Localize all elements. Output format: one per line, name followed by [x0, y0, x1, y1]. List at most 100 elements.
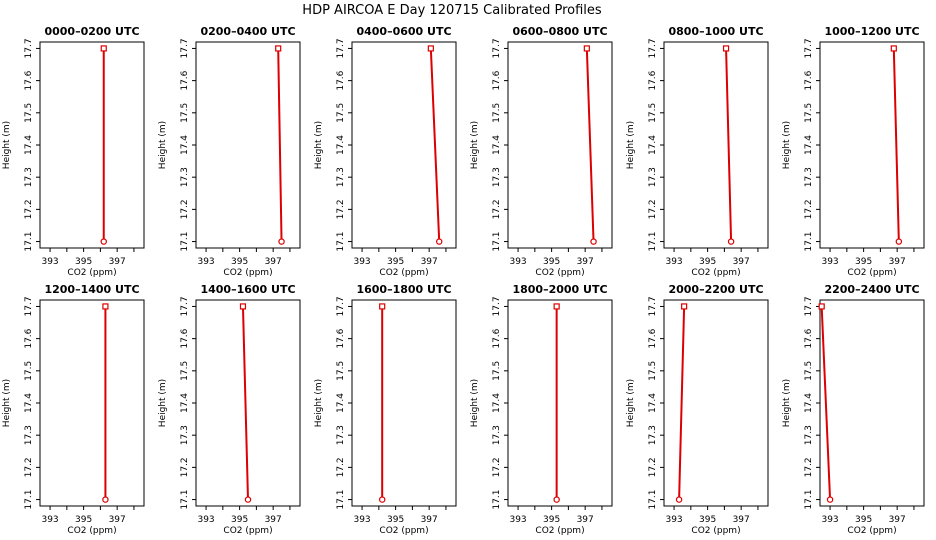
profile-line [678, 306, 686, 500]
data-point-top [681, 303, 688, 310]
panel: 1000–1200 UTC 393 395 397 17.1 17.2 17.3 17.4 17… [782, 25, 925, 278]
y-tick-label: 17.4 [648, 393, 658, 413]
x-tick-label: 395 [231, 257, 248, 267]
y-tick-label: 17.6 [492, 328, 502, 348]
data-point-bottom [727, 238, 735, 245]
plot-frame [663, 41, 769, 249]
data-point-bottom [590, 238, 597, 245]
data-point-bottom [244, 496, 252, 503]
panel-title: 2000–2200 UTC [668, 283, 763, 296]
panel: 2000–2200 UTC 393 395 397 17.1 17.2 17.3 17.4 17… [626, 283, 769, 536]
y-tick-label: 17.5 [336, 103, 346, 123]
x-tick-label: 395 [543, 257, 560, 267]
x-axis-label: CO2 (ppm) [691, 526, 740, 536]
y-tick-label: 17.6 [648, 328, 658, 348]
y-axis-label: Height (m) [626, 121, 636, 169]
y-tick-label: 17.3 [804, 425, 814, 445]
y-tick-label: 17.4 [492, 135, 502, 155]
panel-title: 1000–1200 UTC [824, 25, 919, 38]
y-tick-label: 17.5 [336, 361, 346, 381]
profile-line [820, 306, 832, 500]
y-tick-label: 17.5 [804, 361, 814, 381]
y-axis-label: Height (m) [470, 121, 480, 169]
y-tick-label: 17.3 [648, 425, 658, 445]
x-tick-label: 393 [41, 257, 58, 267]
y-tick-label: 17.1 [336, 490, 346, 510]
y-tick-label: 17.1 [648, 232, 658, 252]
x-tick-label: 395 [75, 257, 92, 267]
y-tick-label: 17.2 [648, 199, 658, 219]
y-tick-label: 17.1 [492, 232, 502, 252]
x-tick-label: 395 [543, 515, 560, 525]
y-tick-label: 17.5 [492, 361, 502, 381]
y-tick-label: 17.3 [492, 425, 502, 445]
y-tick-label: 17.3 [492, 167, 502, 187]
panel-title: 0000–0200 UTC [44, 25, 139, 38]
plot-frame [351, 41, 457, 249]
y-tick-label: 17.5 [180, 103, 190, 123]
data-point-top [818, 303, 825, 310]
x-tick-label: 393 [197, 515, 214, 525]
panel: 0000–0200 UTC 393 395 397 17.1 17.2 17.3 17.4 17… [2, 25, 145, 278]
y-tick-label: 17.3 [336, 167, 346, 187]
x-axis-label: CO2 (ppm) [691, 268, 740, 278]
y-tick-label: 17.2 [336, 457, 346, 477]
x-tick-label: 397 [733, 257, 750, 267]
profile-line [892, 48, 900, 242]
y-axis-label: Height (m) [2, 121, 12, 169]
y-tick-label: 17.2 [180, 457, 190, 477]
x-tick-label: 395 [387, 515, 404, 525]
x-tick-label: 397 [109, 257, 126, 267]
y-tick-label: 17.5 [648, 361, 658, 381]
plot-frame [507, 299, 613, 507]
panel-title: 0600–0800 UTC [512, 25, 607, 38]
data-point-bottom [675, 496, 683, 503]
plot-frame [39, 41, 145, 249]
y-tick-label: 17.7 [336, 38, 346, 58]
y-axis-label: Height (m) [626, 379, 636, 427]
x-axis-label: CO2 (ppm) [379, 526, 428, 536]
panel: 1400–1600 UTC 393 395 397 17.1 17.2 17.3 17.4 17… [158, 283, 301, 536]
y-tick-label: 17.2 [804, 199, 814, 219]
profile-line [429, 48, 441, 242]
data-point-bottom [895, 238, 903, 245]
y-tick-label: 17.1 [180, 490, 190, 510]
y-tick-label: 17.6 [804, 70, 814, 90]
y-tick-label: 17.4 [24, 135, 34, 155]
x-tick-label: 393 [509, 257, 526, 267]
plot-frame [351, 299, 457, 507]
x-tick-label: 395 [855, 257, 872, 267]
y-tick-label: 17.1 [336, 232, 346, 252]
y-tick-label: 17.6 [336, 70, 346, 90]
x-tick-label: 397 [265, 515, 282, 525]
x-axis-label: CO2 (ppm) [535, 268, 584, 278]
x-tick-label: 397 [265, 257, 282, 267]
y-tick-label: 17.7 [336, 296, 346, 316]
y-axis-label: Height (m) [782, 379, 792, 427]
y-tick-label: 17.5 [648, 103, 658, 123]
x-tick-label: 395 [699, 515, 716, 525]
y-tick-label: 17.7 [648, 296, 658, 316]
y-tick-label: 17.4 [648, 135, 658, 155]
data-point-top [100, 45, 107, 52]
y-tick-label: 17.2 [336, 199, 346, 219]
data-point-bottom [826, 496, 834, 503]
x-tick-label: 393 [41, 515, 58, 525]
y-tick-label: 17.4 [804, 393, 814, 413]
y-tick-label: 17.7 [804, 296, 814, 316]
y-tick-label: 17.1 [24, 490, 34, 510]
y-tick-label: 17.4 [804, 135, 814, 155]
y-tick-label: 17.3 [180, 425, 190, 445]
data-point-bottom [378, 496, 386, 503]
x-tick-label: 393 [197, 257, 214, 267]
y-tick-label: 17.6 [492, 70, 502, 90]
y-axis-label: Height (m) [782, 121, 792, 169]
y-tick-label: 17.2 [180, 199, 190, 219]
y-tick-label: 17.6 [336, 328, 346, 348]
plot-frame [39, 299, 145, 507]
x-tick-label: 395 [75, 515, 92, 525]
panel-title: 0800–1000 UTC [668, 25, 763, 38]
profile-line [241, 306, 249, 500]
x-axis-label: CO2 (ppm) [379, 268, 428, 278]
y-tick-label: 17.7 [180, 38, 190, 58]
